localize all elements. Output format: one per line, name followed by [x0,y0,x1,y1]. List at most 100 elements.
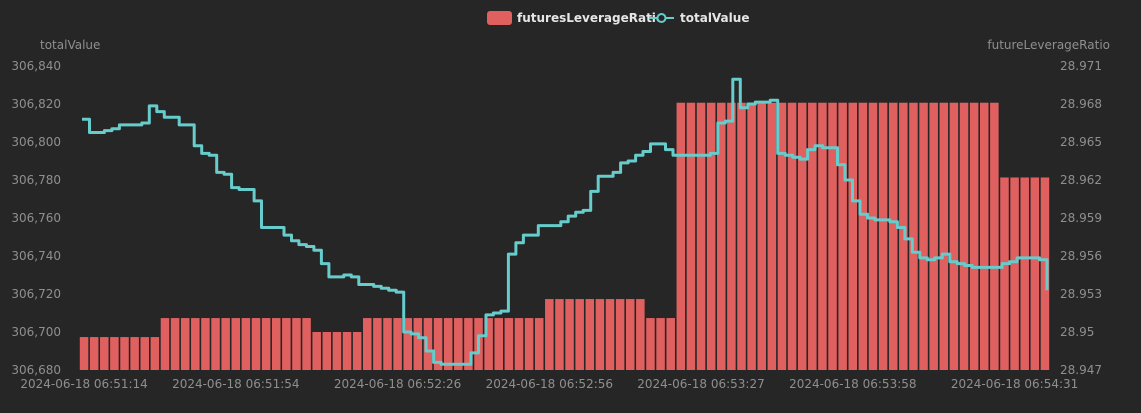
bar[interactable] [241,318,251,370]
bar[interactable] [342,332,352,370]
bar[interactable] [636,299,645,370]
y-right-tick-label: 28.959 [1060,211,1102,225]
bar[interactable] [646,318,655,370]
bar[interactable] [504,318,514,370]
bar[interactable] [191,318,200,370]
bar[interactable] [120,337,129,370]
bar[interactable] [818,102,827,370]
bar[interactable] [949,102,959,370]
bar[interactable] [423,318,433,370]
legend-label-total-value[interactable]: totalValue [680,11,749,25]
bar[interactable] [180,318,190,370]
bar[interactable] [565,299,574,370]
bar[interactable] [221,318,230,370]
bar[interactable] [939,102,949,370]
bar[interactable] [231,318,241,370]
bar[interactable] [706,102,716,370]
legend-label-futures-leverage-ratio[interactable]: futuresLeverageRatio [517,11,664,25]
bar[interactable] [484,318,493,370]
bar[interactable] [757,102,766,370]
bar[interactable] [1000,177,1009,370]
bar[interactable] [170,318,180,370]
bar[interactable] [899,102,908,370]
bar[interactable] [352,332,362,370]
legend-swatch-futures-leverage-ratio[interactable] [487,11,512,25]
bar[interactable] [433,318,443,370]
bar[interactable] [676,102,686,370]
bar[interactable] [767,102,777,370]
bar[interactable] [322,332,332,370]
bar[interactable] [514,318,524,370]
bar[interactable] [100,337,109,370]
bar[interactable] [312,332,321,370]
bar[interactable] [848,102,858,370]
bar[interactable] [413,318,423,370]
bar[interactable] [696,102,706,370]
bar[interactable] [575,299,584,370]
bar[interactable] [464,318,473,370]
bar[interactable] [959,102,969,370]
bar[interactable] [737,102,746,370]
bar[interactable] [373,318,382,370]
bar[interactable] [363,318,372,370]
bar[interactable] [403,318,412,370]
bar[interactable] [585,299,595,370]
bar[interactable] [787,102,797,370]
bar[interactable] [747,102,756,370]
bar[interactable] [383,318,392,370]
bar[interactable] [1040,177,1050,370]
bar[interactable] [201,318,210,370]
bar[interactable] [1030,177,1040,370]
bar[interactable] [868,102,878,370]
bar[interactable] [332,332,342,370]
bar[interactable] [595,299,605,370]
bar[interactable] [666,318,675,370]
bar[interactable] [211,318,220,370]
bar[interactable] [140,337,149,370]
bar[interactable] [494,318,504,370]
bar[interactable] [727,102,736,370]
bar[interactable] [130,337,139,370]
bar[interactable] [1010,177,1019,370]
bar[interactable] [110,337,119,370]
bar[interactable] [888,102,898,370]
bar[interactable] [625,299,635,370]
bar[interactable] [89,337,99,370]
total-value-line[interactable] [82,77,1049,366]
bar[interactable] [271,318,281,370]
bar[interactable] [838,102,847,370]
bar[interactable] [656,318,665,370]
bar[interactable] [615,299,625,370]
bar[interactable] [990,102,999,370]
bar[interactable] [545,299,554,370]
bar[interactable] [160,318,170,370]
bar[interactable] [878,102,888,370]
bar[interactable] [808,102,817,370]
bar[interactable] [919,102,928,370]
bar[interactable] [1020,177,1029,370]
bar[interactable] [555,299,564,370]
bar[interactable] [261,318,271,370]
bar[interactable] [292,318,301,370]
bar[interactable] [524,318,534,370]
bar[interactable] [605,299,615,370]
bar[interactable] [534,318,544,370]
bar[interactable] [717,102,726,370]
bar[interactable] [929,102,938,370]
bar[interactable] [393,318,402,370]
bar[interactable] [797,102,807,370]
bar[interactable] [302,318,311,370]
bar[interactable] [777,102,787,370]
bar[interactable] [909,102,918,370]
bar[interactable] [858,102,868,370]
bar[interactable] [980,102,989,370]
bar[interactable] [686,102,696,370]
bar[interactable] [969,102,979,370]
bar[interactable] [251,318,261,370]
bar[interactable] [443,318,453,370]
bar[interactable] [79,337,89,370]
bar[interactable] [828,102,837,370]
bar[interactable] [454,318,463,370]
bar[interactable] [282,318,291,370]
bar[interactable] [150,337,160,370]
